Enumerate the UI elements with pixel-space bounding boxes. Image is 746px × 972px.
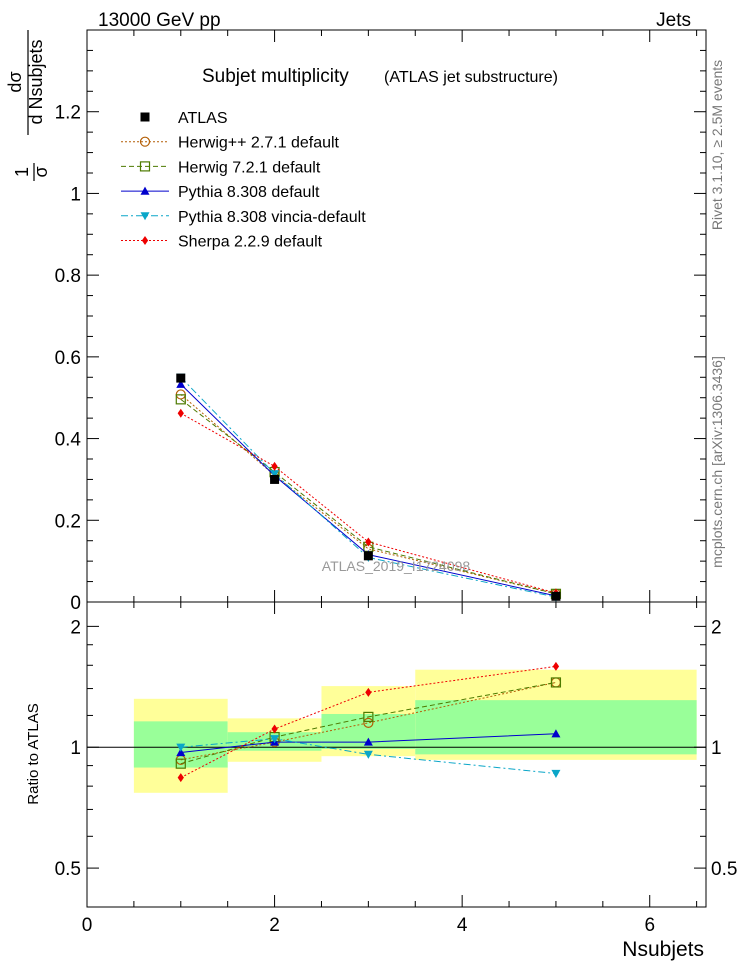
band-green-3 <box>415 700 697 755</box>
rivet-label: Rivet 3.1.10, ≥ 2.5M events <box>709 60 725 230</box>
main-data-point <box>175 394 186 405</box>
ratio-data-point <box>176 748 186 757</box>
process-label: Jets <box>656 10 691 31</box>
ratio-y-tick-label-right: 1 <box>711 738 722 759</box>
x-tick-label: 0 <box>82 915 93 936</box>
main-y-tick-label: 0.6 <box>55 348 81 369</box>
main-data-point <box>363 551 373 561</box>
legend: ATLAS Herwig++ 2.7.1 default Herwig 7.2.1 … <box>121 110 366 251</box>
x-axis-label: Nsubjets <box>622 938 704 961</box>
ratio-data-point <box>177 773 184 783</box>
ratio-data-point <box>551 729 561 738</box>
main-y-tick-label: 0.4 <box>55 430 82 451</box>
x-tick-label: 2 <box>269 915 280 936</box>
legend-marker-0 <box>140 112 150 122</box>
ratio-y-tick-label-right: 0.5 <box>711 859 737 880</box>
ratio-y-tick-label-left: 0.5 <box>55 859 81 880</box>
ratio-y-tick-label-left: 2 <box>70 617 81 638</box>
ratio-data-point <box>363 737 373 746</box>
mcplots-label: mcplots.cern.ch [arXiv:1306.3436] <box>709 356 725 568</box>
ratio-data-point <box>551 769 561 779</box>
main-series-5 <box>176 373 561 601</box>
main-data-point <box>177 408 184 418</box>
analysis-watermark: ATLAS_2019_I1724098 <box>322 558 471 574</box>
data-series <box>175 373 562 783</box>
ratio-data-point <box>175 758 186 769</box>
main-y-tick-label: 1 <box>70 184 81 205</box>
ratio-series-3 <box>176 735 561 779</box>
legend-label-5: Sherpa 2.2.9 default <box>178 234 323 251</box>
axis-ticks: 0 0.2 0.4 0.6 0.8 1 1.2 0.5 0.5 1 1 2 2 0 2 4 6 <box>55 29 737 936</box>
main-y-tick-label: 0.8 <box>55 266 81 287</box>
legend-label-4: Pythia 8.308 vincia-default <box>178 209 366 226</box>
main-y-tick-label: 1.2 <box>55 103 81 124</box>
main-y-tick-label: 0 <box>70 593 81 614</box>
legend-label-1: Herwig++ 2.7.1 default <box>178 135 340 152</box>
ratio-data-point <box>365 687 372 697</box>
legend-label-3: Pythia 8.308 default <box>178 184 320 201</box>
ratio-y-tick-label-right: 2 <box>711 617 722 638</box>
y-axis-label-ratio: Ratio to ATLAS <box>25 703 42 804</box>
legend-marker-1 <box>139 136 151 147</box>
legend-marker-4 <box>140 212 150 221</box>
main-data-point <box>271 461 278 471</box>
ratio-series-line <box>180 681 557 765</box>
ratio-bands <box>133 669 697 793</box>
ratio-series-line <box>180 738 556 775</box>
legend-marker-3 <box>140 186 150 195</box>
legend-marker-2 <box>139 161 151 172</box>
main-data-point <box>551 591 561 601</box>
main-series-line <box>180 398 557 595</box>
energy-label: 13000 GeV pp <box>98 10 221 31</box>
x-tick-label: 4 <box>457 915 468 936</box>
main-data-point <box>270 474 280 484</box>
x-tick-label: 6 <box>644 915 655 936</box>
legend-label-2: Herwig 7.2.1 default <box>178 159 321 176</box>
ratio-data-point <box>363 717 374 728</box>
ratio-data-point <box>550 677 562 688</box>
main-data-point <box>176 373 186 383</box>
main-data-point <box>176 379 186 388</box>
ratio-series-line <box>180 733 556 754</box>
ratio-series-line <box>180 665 557 779</box>
y-label-dnsubjets: d Nsubjets <box>26 39 46 124</box>
y-label-one: 1 <box>12 167 32 177</box>
y-label-sigma: σ <box>31 166 51 177</box>
main-series-line <box>180 394 557 595</box>
ratio-data-point <box>176 743 186 752</box>
legend-label-0: ATLAS <box>178 110 228 127</box>
main-data-point <box>270 470 280 479</box>
ratio-data-point <box>270 735 280 744</box>
chart-title: Subjet multiplicity <box>202 66 349 87</box>
ratio-plot-frame <box>86 601 707 908</box>
ratio-series-4 <box>177 661 560 783</box>
main-series-line <box>180 412 557 594</box>
main-y-tick-label: 0.2 <box>55 511 81 532</box>
ratio-data-point <box>363 711 374 722</box>
ratio-data-point <box>271 724 278 734</box>
chart-subtitle: (ATLAS jet substructure) <box>384 69 558 86</box>
y-axis-label-main: 1 σ dσ d Nsubjets <box>5 30 51 181</box>
legend-marker-5 <box>141 236 149 245</box>
ratio-y-tick-label-left: 1 <box>70 738 81 759</box>
y-label-dsigma: dσ <box>5 71 25 92</box>
ratio-data-point <box>552 661 560 671</box>
ratio-data-point <box>363 750 373 759</box>
main-series-line <box>180 376 557 598</box>
main-data-point <box>365 537 372 547</box>
